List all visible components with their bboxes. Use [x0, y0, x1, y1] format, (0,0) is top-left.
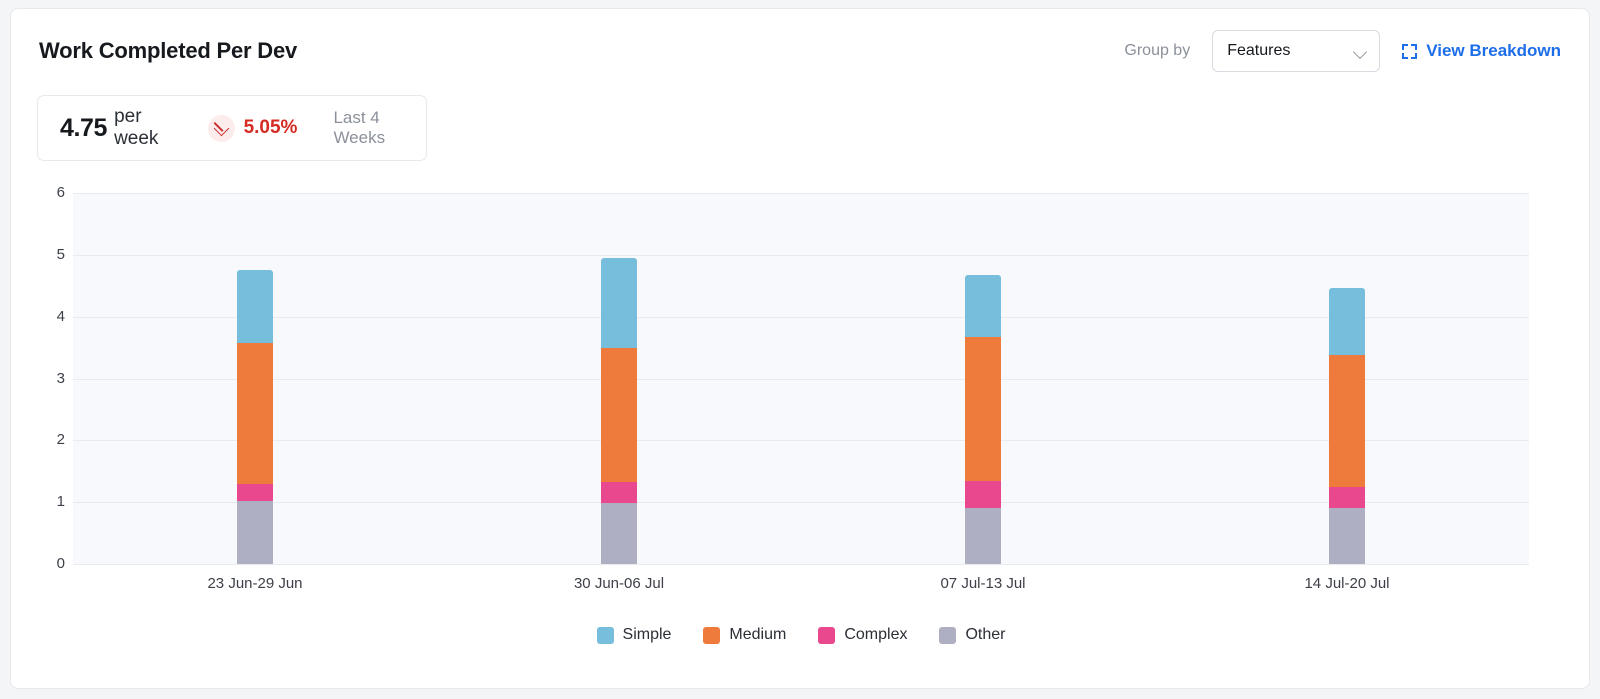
plot-area: [73, 193, 1529, 565]
bar-group[interactable]: [965, 193, 1001, 564]
stat-value: 4.75: [60, 113, 108, 142]
expand-corners-icon: [1402, 43, 1418, 59]
bar-segment-simple[interactable]: [601, 257, 637, 348]
bar-segment-medium[interactable]: [1329, 355, 1365, 487]
x-axis-label: 23 Jun-29 Jun: [207, 575, 303, 592]
bars-layer: [73, 193, 1529, 564]
legend-item[interactable]: Simple: [596, 625, 672, 645]
legend-label: Other: [965, 626, 1006, 643]
x-axis-label: 07 Jul-13 Jul: [940, 575, 1026, 592]
work-completed-card: Work Completed Per Dev Group by Features…: [10, 8, 1590, 689]
view-breakdown-button[interactable]: View Breakdown: [1402, 40, 1561, 62]
summary-stat-box: 4.75 per week 5.05% Last 4 Weeks: [37, 95, 427, 161]
bar-segment-other[interactable]: [237, 500, 273, 564]
bar-group[interactable]: [1329, 193, 1365, 564]
gridline: [73, 502, 1529, 504]
group-by-label: Group by: [1124, 42, 1191, 59]
stat-period: Last 4 Weeks: [333, 108, 386, 147]
bar-segment-simple[interactable]: [1329, 288, 1365, 356]
legend-swatch-icon: [939, 626, 957, 644]
y-axis-tick: 1: [56, 493, 65, 511]
bar-group[interactable]: [237, 193, 273, 564]
group-by-select[interactable]: Features: [1212, 30, 1381, 72]
page-title: Work Completed Per Dev: [39, 38, 298, 63]
bar-segment-medium[interactable]: [965, 337, 1001, 481]
gridline: [73, 316, 1529, 318]
bar-segment-other[interactable]: [1329, 507, 1365, 564]
gridline: [73, 193, 1529, 194]
bar-segment-complex[interactable]: [237, 483, 273, 501]
arrow-down-right-icon: [207, 114, 235, 142]
bar-segment-complex[interactable]: [601, 482, 637, 503]
view-breakdown-label: View Breakdown: [1426, 41, 1561, 60]
trend-percent: 5.05%: [243, 117, 298, 138]
legend-label: Complex: [844, 626, 908, 643]
y-axis-tick: 2: [56, 431, 65, 449]
y-axis-tick: 3: [56, 369, 65, 387]
bar-segment-simple[interactable]: [965, 274, 1001, 338]
card-header: Work Completed Per Dev Group by Features…: [11, 9, 1589, 72]
legend-swatch-icon: [596, 626, 614, 644]
legend-item[interactable]: Other: [939, 625, 1005, 645]
stat-unit: per week: [114, 106, 159, 149]
legend-label: Simple: [622, 626, 672, 643]
bar-segment-medium[interactable]: [601, 347, 637, 483]
x-axis-label: 30 Jun-06 Jul: [573, 575, 665, 592]
legend-swatch-icon: [818, 626, 836, 644]
chart: 0 1 2 3 4 5 6 23 Jun-29 Jun 30 Jun-06 Jul 07 Jul…: [11, 177, 1589, 637]
bar-segment-other[interactable]: [965, 508, 1001, 564]
bar-segment-complex[interactable]: [965, 480, 1001, 509]
bar-segment-complex[interactable]: [1329, 486, 1365, 508]
gridline: [73, 440, 1529, 442]
bar-group[interactable]: [601, 193, 637, 564]
gridline: [73, 564, 1529, 565]
bar-segment-simple[interactable]: [237, 270, 273, 343]
bar-segment-medium[interactable]: [237, 342, 273, 484]
y-axis-tick: 4: [56, 307, 65, 325]
trend-indicator: 5.05%: [207, 114, 298, 142]
legend-swatch-icon: [703, 626, 721, 644]
y-axis-tick: 0: [56, 555, 65, 572]
legend-item[interactable]: Medium: [703, 625, 786, 645]
y-axis-tick: 6: [56, 184, 65, 201]
chevron-down-icon: [1354, 45, 1367, 58]
group-by-selected-value: Features: [1227, 42, 1291, 59]
bar-segment-other[interactable]: [601, 502, 637, 564]
legend-item[interactable]: Complex: [818, 625, 907, 645]
x-axis-label: 14 Jul-20 Jul: [1304, 575, 1390, 592]
gridline: [73, 378, 1529, 380]
header-controls: Group by Features View Breakdown: [1124, 30, 1561, 72]
chart-legend: Simple Medium Complex Other: [11, 625, 1589, 645]
gridline: [73, 254, 1529, 256]
legend-label: Medium: [729, 626, 787, 643]
y-axis-tick: 5: [56, 245, 65, 263]
